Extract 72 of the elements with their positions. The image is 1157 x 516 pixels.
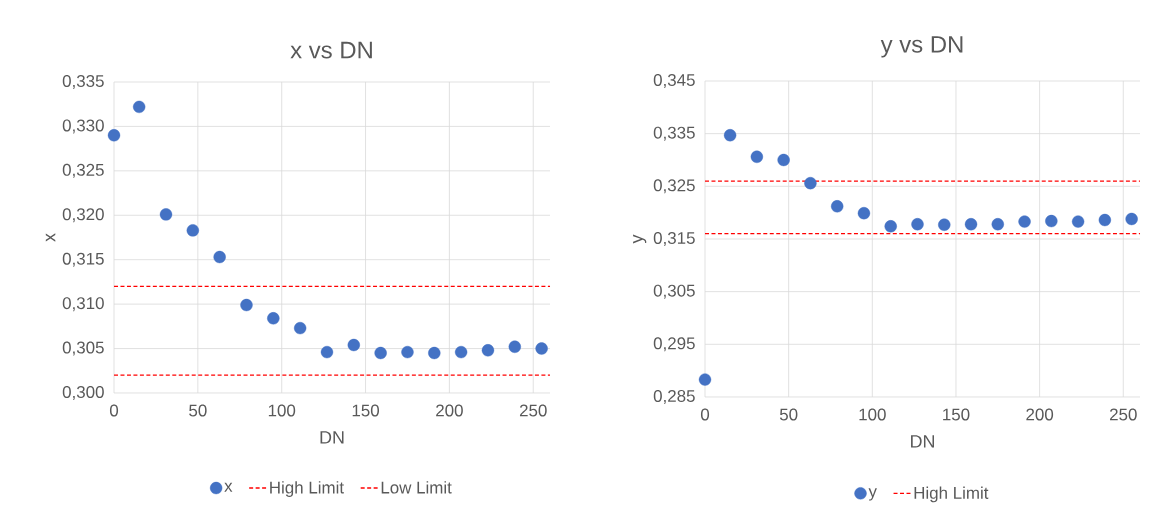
y-tick-label: 0,285 (653, 389, 695, 404)
point (964, 218, 978, 231)
legend-label: High Limit (914, 486, 989, 503)
point (213, 250, 226, 264)
point (186, 224, 199, 237)
y-axis-title: y (633, 234, 647, 244)
y-tick-label: 0,300 (62, 385, 104, 400)
y-tick-label: 0,330 (62, 119, 104, 134)
x-tick-label: 100 (859, 408, 886, 421)
point (1018, 215, 1031, 228)
point (1071, 215, 1085, 228)
point (132, 100, 146, 114)
x-tick-label: 50 (189, 404, 207, 417)
y-tick-label: 0,325 (653, 179, 695, 194)
point (698, 373, 712, 386)
y-tick-label: 0,320 (62, 208, 104, 223)
y-tick-label: 0,345 (653, 73, 695, 88)
y-tick-label: 0,315 (653, 231, 695, 246)
point (804, 176, 817, 190)
point (240, 298, 253, 312)
point (107, 129, 121, 142)
y-tick-label: 0,310 (62, 297, 104, 312)
legend-label: Low Limit (381, 481, 452, 494)
y-tick-label: 0,305 (653, 284, 695, 299)
point (1125, 212, 1138, 226)
x-tick-label: 0 (109, 404, 119, 417)
y-tick-label: 0,335 (653, 126, 695, 141)
x-axis-title: DN (320, 431, 344, 444)
x-tick-label: 0 (700, 408, 710, 421)
point (911, 218, 924, 231)
point (884, 220, 897, 233)
x-tick-label: 250 (1110, 408, 1137, 421)
point (374, 346, 387, 360)
point (1045, 214, 1058, 228)
y-axis-title: x (45, 233, 56, 242)
point (320, 345, 334, 359)
x-axis-title: DN (911, 435, 934, 448)
point (159, 208, 173, 221)
x-tick-label: 200 (1026, 408, 1054, 421)
point (750, 150, 764, 163)
point (938, 218, 951, 231)
x-tick-label: 250 (519, 404, 547, 417)
y-tick-label: 0,315 (62, 252, 104, 267)
point (991, 218, 1004, 231)
x-tick-label: 150 (352, 404, 380, 417)
point (401, 345, 414, 359)
point (293, 321, 307, 335)
point (347, 338, 360, 352)
y-tick-label: 0,335 (62, 74, 104, 89)
x-tick-label: 100 (268, 404, 296, 417)
point (777, 153, 790, 167)
point (454, 345, 468, 359)
chart-title: x vs DN (290, 41, 372, 59)
y-tick-label: 0,305 (62, 341, 104, 356)
point (428, 346, 441, 360)
point (1098, 213, 1112, 227)
point (723, 129, 737, 142)
y-tick-label: 0,295 (653, 337, 695, 352)
point (508, 340, 521, 353)
point (857, 207, 871, 220)
point (535, 342, 548, 355)
x-tick-label: 200 (436, 404, 463, 417)
x-tick-label: 50 (779, 408, 798, 421)
point (267, 312, 280, 325)
legend-label: y (868, 488, 877, 501)
y-tick-label: 0,325 (62, 163, 104, 178)
legend-label: x (224, 482, 233, 492)
legend-label: High Limit (270, 481, 344, 497)
x-tick-label: 150 (943, 408, 970, 421)
point (481, 344, 495, 357)
chart-title: y vs DN (880, 36, 963, 58)
point (831, 200, 844, 213)
